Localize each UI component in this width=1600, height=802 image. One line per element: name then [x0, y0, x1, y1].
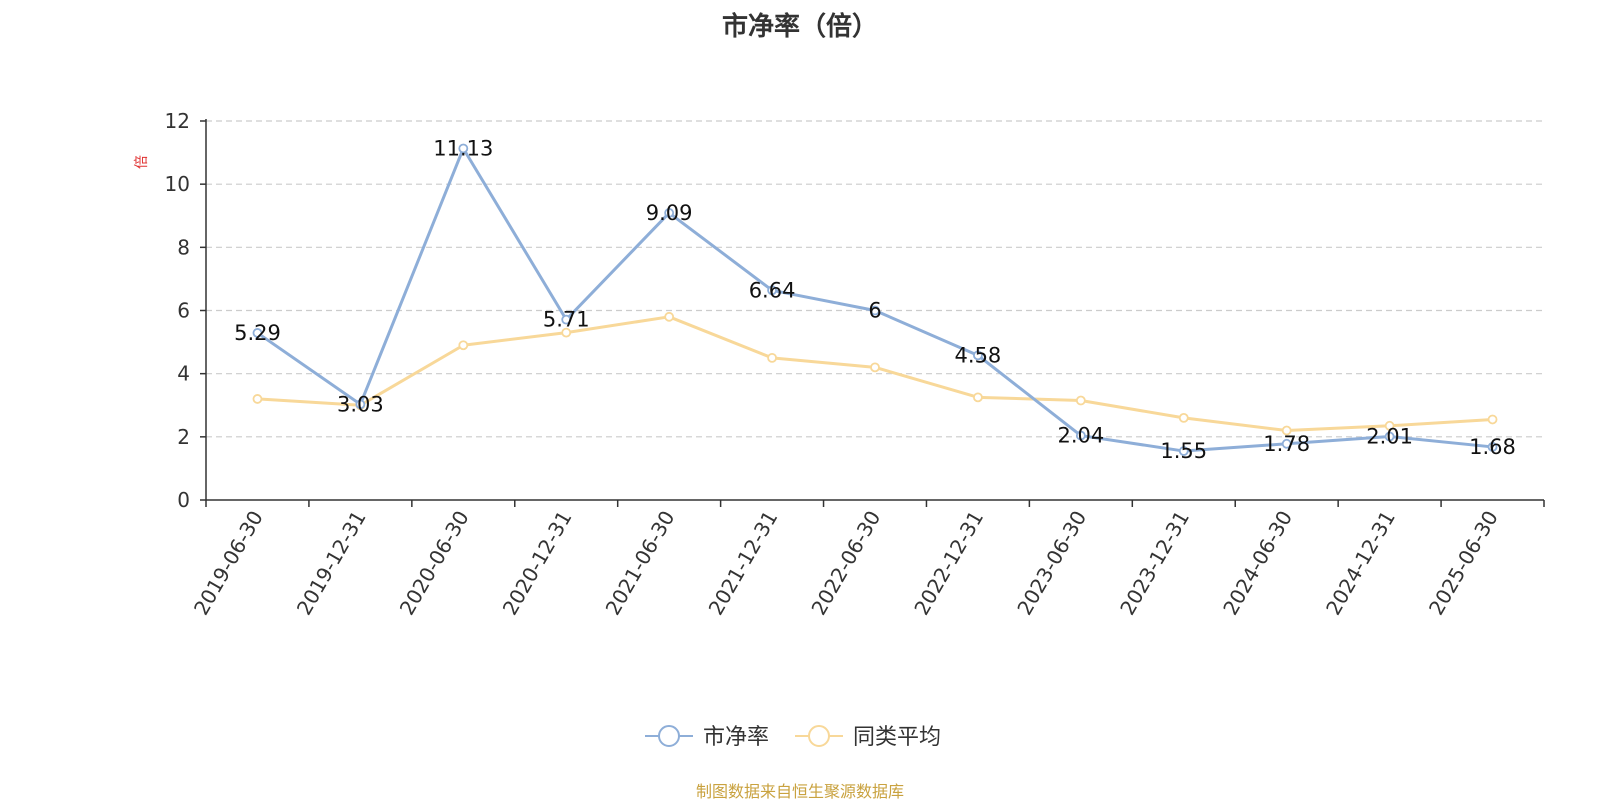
series-point-0 — [252, 328, 263, 338]
series-point-1 — [1487, 414, 1498, 425]
series-layer — [252, 143, 1498, 456]
data-label: 2.01 — [1366, 425, 1413, 449]
x-tick-label: 2024-06-30 — [1218, 507, 1297, 620]
y-tick-label: 12 — [165, 109, 190, 133]
y-tick-label: 8 — [177, 235, 190, 259]
legend-label: 市净率 — [703, 725, 769, 750]
data-label: 4.58 — [955, 343, 1002, 367]
series-point-1 — [1178, 412, 1189, 423]
series-point-1 — [458, 340, 469, 351]
series-point-1 — [1384, 420, 1395, 431]
series-point-1 — [561, 327, 572, 338]
x-tick-label: 2023-12-31 — [1115, 507, 1194, 620]
series-point-1 — [767, 352, 777, 363]
legend-label: 同类平均 — [853, 725, 941, 750]
series-point-0 — [664, 208, 675, 218]
y-axis-label: 倍 — [134, 155, 150, 169]
series-point-0 — [458, 143, 469, 154]
legend-item-1[interactable]: 同类平均 — [795, 725, 941, 750]
series-point-0 — [1487, 442, 1498, 452]
data-label: 1.78 — [1263, 432, 1310, 456]
data-label: 6 — [868, 299, 881, 323]
x-tick-label: 2022-06-30 — [806, 507, 885, 620]
x-tick-label: 2025-06-30 — [1424, 507, 1503, 620]
legend-item-0[interactable]: 市净率 — [645, 725, 769, 750]
series-point-1 — [1075, 395, 1086, 406]
series-point-0 — [1075, 430, 1086, 441]
series-point-0 — [870, 305, 880, 316]
data-label: 3.03 — [337, 392, 384, 416]
series-point-1 — [252, 394, 263, 404]
series-point-0 — [1384, 431, 1395, 442]
series-point-0 — [973, 350, 983, 361]
legend[interactable]: 市净率 同类平均 — [645, 725, 941, 750]
x-tick-label: 2020-12-31 — [498, 507, 577, 620]
data-label: 5.71 — [543, 308, 590, 332]
data-label: 1.68 — [1469, 435, 1516, 459]
data-label: 5.29 — [234, 321, 281, 345]
legend-marker — [658, 725, 680, 747]
series-point-0 — [767, 285, 777, 296]
x-tick-label: 2019-06-30 — [189, 507, 268, 620]
y-tick-label: 4 — [177, 362, 190, 386]
footer-source: 制图数据来自恒生聚源数据库 — [695, 782, 904, 801]
y-tick-label: 10 — [165, 172, 190, 196]
series-point-0 — [1178, 446, 1189, 456]
y-tick-label: 2 — [177, 425, 190, 449]
data-label: 1.55 — [1160, 439, 1207, 463]
data-label: 11.13 — [433, 136, 493, 160]
series-point-1 — [1281, 425, 1292, 436]
y-tick-label: 0 — [177, 488, 190, 512]
series-point-0 — [355, 399, 366, 410]
y-tick-label: 6 — [177, 299, 190, 323]
series-point-1 — [973, 392, 983, 403]
series-point-0 — [1281, 438, 1292, 449]
data-label: 6.64 — [749, 278, 796, 302]
x-tick-label: 2021-12-31 — [704, 507, 783, 620]
series-point-1 — [870, 362, 880, 373]
series-point-0 — [561, 314, 572, 325]
label-layer: 5.29 3.03 11.13 5.71 9.09 6.64 6 4.58 2.04 1.55 1.… — [234, 136, 1516, 463]
legend-marker — [808, 725, 830, 747]
series-point-1 — [664, 311, 675, 322]
x-tick-label: 2024-12-31 — [1321, 507, 1400, 620]
chart-title: 市净率（倍） — [721, 12, 878, 42]
x-tick-label: 2020-06-30 — [395, 507, 474, 620]
x-tick-label: 2021-06-30 — [601, 507, 680, 620]
data-label: 2.04 — [1057, 424, 1104, 448]
grid-layer — [206, 120, 1544, 438]
data-label: 9.09 — [646, 201, 693, 225]
x-tick-label: 2023-06-30 — [1012, 507, 1091, 620]
x-tick-label: 2022-12-31 — [909, 507, 988, 620]
x-tick-label: 2019-12-31 — [292, 507, 371, 620]
